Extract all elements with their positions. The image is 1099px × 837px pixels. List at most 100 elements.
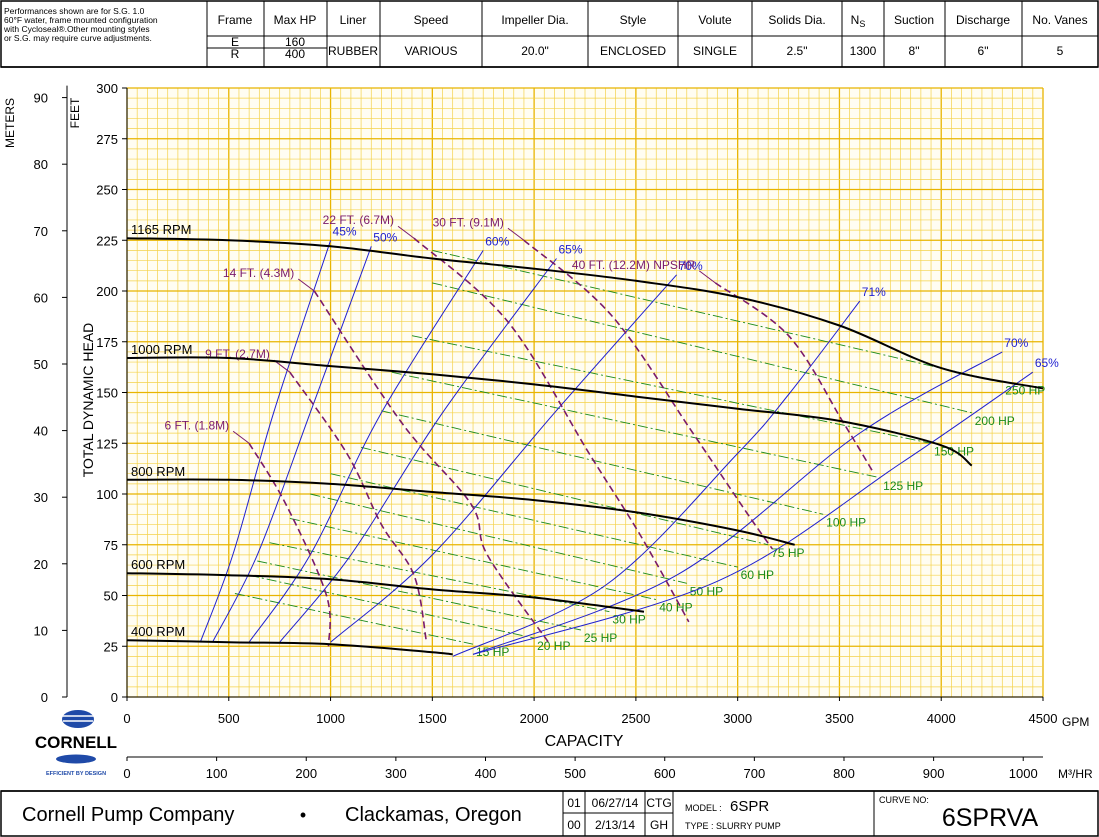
y-tick-label: 100	[96, 487, 118, 502]
maxhp-label: Max HP	[274, 13, 317, 27]
y2-tick-label: 90	[34, 91, 48, 106]
efficiency-label: 60%	[485, 234, 509, 248]
rev-01-by: CTG	[646, 796, 671, 810]
impeller-value: 20.0"	[521, 44, 549, 58]
chart-grid	[126, 87, 1044, 698]
hp-label: 25 HP	[584, 631, 617, 645]
liner-label: Liner	[340, 13, 367, 27]
y-tick-label: 275	[96, 132, 118, 147]
discharge-value: 6"	[978, 44, 989, 58]
y2-tick-label: 40	[34, 424, 48, 439]
x-axis-title: CAPACITY	[545, 733, 624, 750]
head-curve	[126, 237, 1044, 390]
note-line-2: 60°F water, frame mounted configuration	[4, 15, 158, 25]
y2-tick-label: 50	[34, 357, 48, 372]
header-border	[0, 0, 1099, 68]
head-curves: 1165 RPM 1000 RPM 800 RPM 600 RPM 400 RPM	[126, 222, 1044, 656]
suction-label: Suction	[894, 13, 934, 27]
rev-00-by: GH	[650, 818, 668, 832]
cornell-logo: CORNELL EFFICIENT BY DESIGN	[35, 710, 117, 777]
volute-label: Volute	[698, 13, 732, 27]
frame-label: Frame	[218, 13, 253, 27]
x2-tick-label: 200	[295, 766, 317, 781]
note-line-1: Performances shown are for S.G. 1.0	[4, 6, 145, 16]
speed-value: VARIOUS	[404, 44, 457, 58]
y-tick-label: 200	[96, 284, 118, 299]
curve-no-label: CURVE NO:	[879, 795, 929, 805]
x2-tick-label: 400	[475, 766, 497, 781]
maxhp-value-r: 400	[285, 47, 305, 61]
liner-value: RUBBER	[328, 44, 378, 58]
speed-label: Speed	[414, 13, 449, 27]
note-line-3: with Cycloseal®.Other mounting styles	[3, 24, 150, 34]
x2-tick-label: 700	[744, 766, 766, 781]
discharge-label: Discharge	[956, 13, 1010, 27]
efficiency-curve	[472, 351, 1003, 655]
y-tick-label: 75	[104, 538, 118, 553]
style-label: Style	[620, 13, 647, 27]
y-tick-label: 25	[104, 639, 118, 654]
x-tick-label: 0	[123, 711, 130, 726]
footer-bullet: •	[300, 805, 306, 825]
y-tick-label: 0	[111, 690, 118, 705]
y-tick-label: 125	[96, 436, 118, 451]
y-tick-label: 175	[96, 335, 118, 350]
efficiency-curves: 45% 50% 60% 65% 70% 71% 70% 65%	[199, 224, 1059, 657]
efficiency-curve	[452, 300, 861, 657]
vanes-label: No. Vanes	[1032, 13, 1087, 27]
npshr-label: 40 FT. (12.2M) NPSHR	[572, 258, 696, 272]
npshr-curve	[413, 237, 690, 623]
x2-tick-label: 500	[564, 766, 586, 781]
maxhp-value-e: 160	[285, 35, 305, 49]
frame-value-r: R	[231, 47, 240, 61]
chart-axes: 0 500 1000 1500 2000 2500 3000 3500 4000 45000255…	[34, 81, 1058, 781]
curve-no-value: 6SPRVA	[942, 804, 1039, 832]
y-tick-label: 250	[96, 183, 118, 198]
hp-label: 75 HP	[771, 546, 804, 560]
logo-text: CORNELL	[35, 733, 117, 752]
footer-table: Cornell Pump Company • Clackamas, Oregon…	[0, 790, 1099, 837]
hp-line	[289, 517, 657, 601]
x-tick-label: 4500	[1029, 711, 1058, 726]
x-tick-label: 2500	[621, 711, 650, 726]
hp-label: 40 HP	[659, 601, 692, 615]
hp-label: 100 HP	[826, 515, 866, 529]
npshr-leader	[507, 227, 525, 241]
header-table: Performances shown are for S.G. 1.0 60°F…	[0, 0, 1099, 68]
company-name: Cornell Pump Company	[22, 804, 234, 826]
npshr-curve	[523, 239, 773, 550]
y-axis-title: TOTAL DYNAMIC HEAD	[80, 323, 96, 478]
npshr-curve	[714, 282, 875, 475]
head-curve-label: 1165 RPM	[131, 222, 191, 237]
rev-01: 01	[567, 796, 581, 810]
pump-type: TYPE : SLURRY PUMP	[685, 821, 781, 831]
hp-line	[330, 473, 738, 568]
frame-value-e: E	[231, 35, 239, 49]
y-tick-label: 150	[96, 386, 118, 401]
y2-tick-label: 60	[34, 290, 48, 305]
npshr-leader	[232, 430, 250, 444]
hp-label: 20 HP	[537, 639, 570, 653]
head-curve	[126, 356, 973, 467]
y2-tick-label: 30	[34, 490, 48, 505]
npshr-leader	[297, 278, 315, 292]
model-prefix: MODEL :	[685, 803, 722, 813]
impeller-label: Impeller Dia.	[501, 13, 568, 27]
x-tick-label: 3500	[825, 711, 854, 726]
hp-line	[360, 446, 769, 546]
npshr-leader	[397, 225, 415, 239]
style-value: ENCLOSED	[600, 44, 666, 58]
model-value: 6SPR	[730, 798, 769, 815]
rev-00-date: 2/13/14	[595, 818, 635, 832]
efficiency-curve	[279, 258, 557, 643]
rev-00: 00	[567, 818, 581, 832]
head-curve-label: 1000 RPM	[131, 342, 192, 357]
solids-value: 2.5"	[787, 44, 808, 58]
y-tick-label: 225	[96, 233, 118, 248]
efficiency-curve	[248, 250, 484, 643]
logo-tagline: EFFICIENT BY DESIGN	[46, 771, 106, 777]
hp-line	[381, 410, 824, 515]
vanes-value: 5	[1057, 44, 1064, 58]
x-tick-label: 4000	[927, 711, 956, 726]
y2-tick-label: 20	[34, 557, 48, 572]
